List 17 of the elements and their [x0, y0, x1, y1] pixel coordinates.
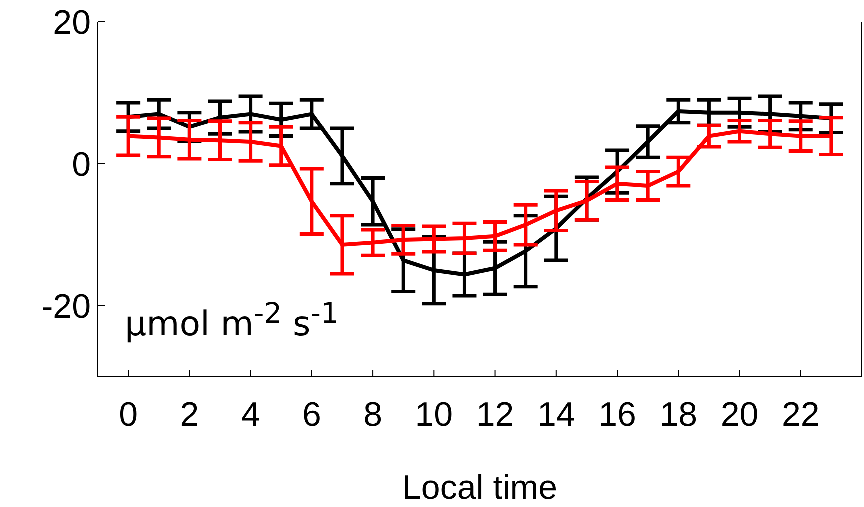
- y-tick-label: 0: [72, 146, 91, 184]
- x-tick-label: 20: [720, 396, 759, 434]
- x-tick-label: 4: [241, 396, 260, 434]
- x-axis-title: Local time: [402, 469, 558, 507]
- x-tick-label: 12: [476, 396, 514, 434]
- x-tick-label: 16: [598, 396, 636, 434]
- x-tick-label: 10: [415, 396, 454, 434]
- y-tick-label: 20: [53, 4, 91, 42]
- y-tick-label: -20: [42, 288, 91, 326]
- x-tick-label: 6: [302, 396, 322, 434]
- annotation: μmol m$^{-2}$ s$^{-1}$: [125, 297, 339, 344]
- x-tick-label: 14: [537, 396, 576, 434]
- x-tick-label: 2: [180, 396, 200, 434]
- x-tick-label: 18: [660, 396, 698, 434]
- x-tick-label: 0: [119, 396, 138, 434]
- x-tick-label: 22: [782, 396, 820, 434]
- x-tick-label: 8: [364, 396, 382, 434]
